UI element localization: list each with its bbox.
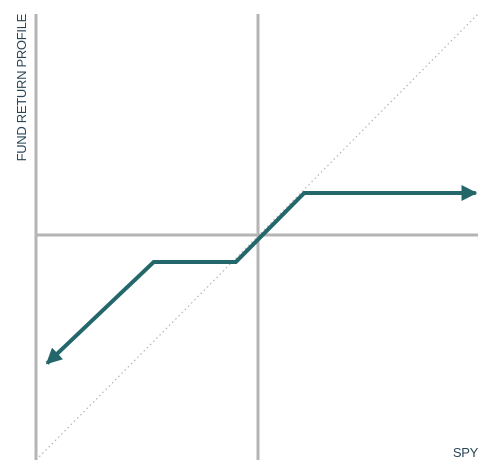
- spy-reference-line: [35, 13, 479, 461]
- fund-return-line: [45, 185, 478, 365]
- x-axis-title: SPY: [453, 445, 479, 460]
- y-axis-title: FUND RETURN PROFILE: [14, 13, 29, 161]
